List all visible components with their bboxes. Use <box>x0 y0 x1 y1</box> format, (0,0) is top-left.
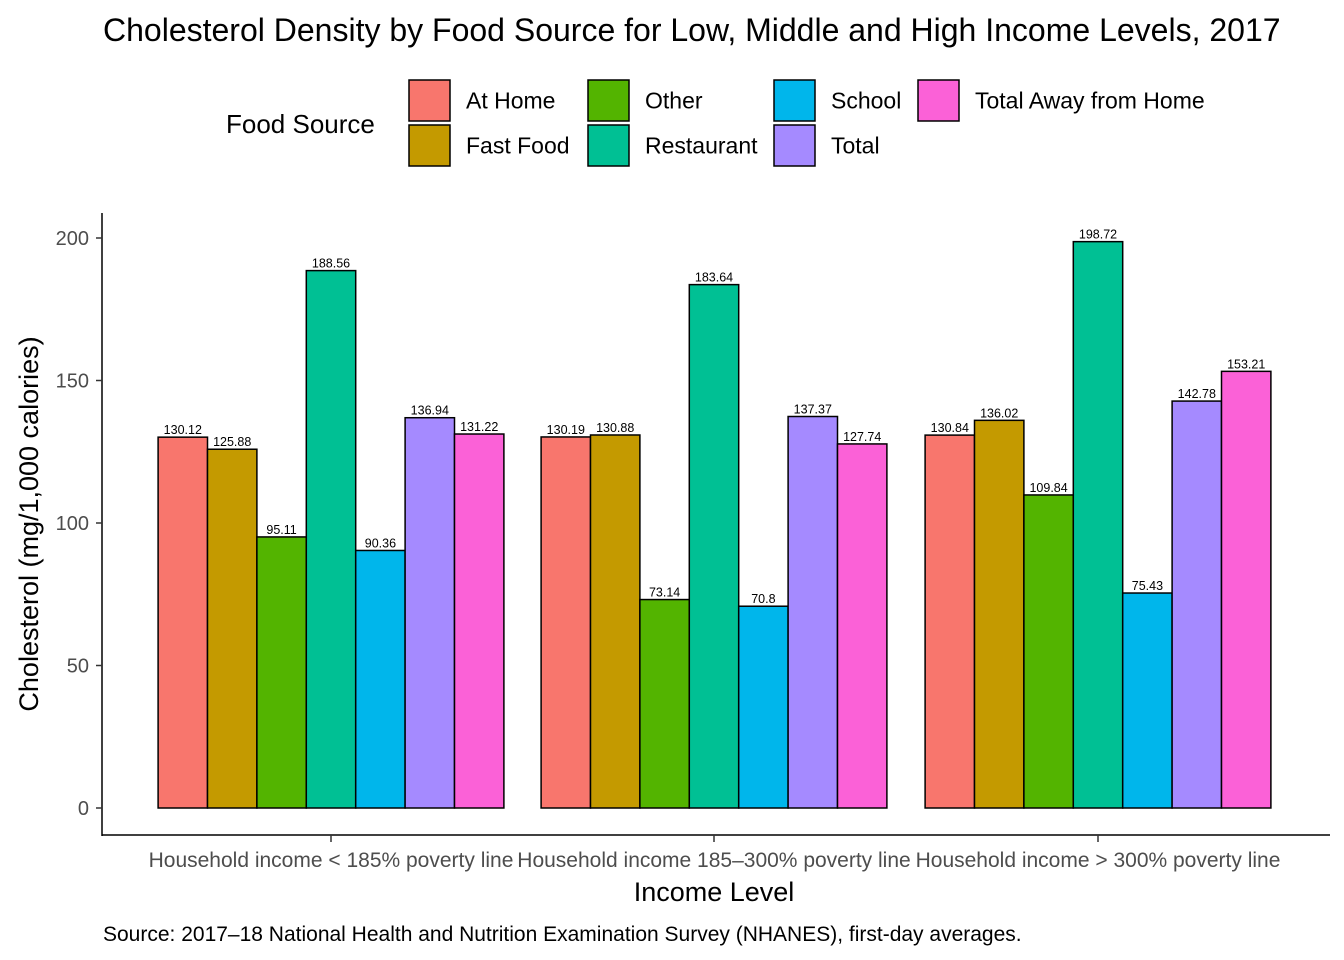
legend-label: Other <box>645 88 703 114</box>
legend-label: Fast Food <box>466 133 570 159</box>
legend-label: Restaurant <box>645 133 758 159</box>
data-labels: 130.12 125.88 95.11 188.56 90.36 136.94 131.22… <box>164 228 1266 607</box>
y-tick-label: 0 <box>78 798 89 820</box>
bar-other <box>1023 494 1075 809</box>
legend-key-school <box>773 79 816 122</box>
data-label: 142.78 <box>1178 387 1216 401</box>
bar-restaurant <box>1072 240 1124 809</box>
legend: At Home Fast Food Other Restaurant School Tot… <box>408 79 1205 167</box>
y-tick-label: 100 <box>56 513 89 535</box>
legend-label: At Home <box>466 88 555 114</box>
caption: Source: 2017–18 National Health and Nutr… <box>103 923 1022 946</box>
bar-at-home <box>157 436 209 809</box>
legend-label: Total Away from Home <box>975 88 1205 114</box>
data-label: 130.88 <box>596 421 634 435</box>
bar-other <box>639 598 691 809</box>
bar-school <box>737 605 789 809</box>
legend-key-fast-food <box>408 124 451 167</box>
data-label: 136.02 <box>980 406 1018 420</box>
data-label: 137.37 <box>794 402 832 416</box>
data-label: 75.43 <box>1132 579 1163 593</box>
y-tick-label: 200 <box>56 228 89 250</box>
data-label: 198.72 <box>1079 228 1117 242</box>
legend-key-at-home <box>408 79 451 122</box>
legend-key-restaurant <box>587 124 630 167</box>
bar-fast-food <box>206 448 258 809</box>
legend-key-other <box>587 79 630 122</box>
data-label: 125.88 <box>213 435 251 449</box>
data-label: 109.84 <box>1029 481 1067 495</box>
bar-total-away-from-home <box>836 443 888 809</box>
data-label: 131.22 <box>460 420 498 434</box>
x-axis-title: Income Level <box>634 877 795 907</box>
bar-restaurant <box>305 269 357 809</box>
legend-label: School <box>831 88 901 114</box>
legend-title: Food Source <box>226 109 375 139</box>
data-label: 188.56 <box>312 257 350 271</box>
x-tick-label: Household income < 185% poverty line <box>149 849 514 872</box>
x-tick-label: Household income 185–300% poverty line <box>517 849 910 872</box>
data-label: 95.11 <box>266 523 296 537</box>
axes <box>101 213 1330 836</box>
bar-total-away-from-home <box>453 433 505 809</box>
bars <box>157 240 1272 809</box>
bar-restaurant <box>688 283 740 809</box>
data-label: 73.14 <box>649 586 680 600</box>
bar-at-home <box>924 434 976 809</box>
data-label: 136.94 <box>411 404 449 418</box>
bar-fast-food <box>973 419 1025 809</box>
x-tick-label: Household income > 300% poverty line <box>916 849 1281 872</box>
legend-label: Total <box>831 133 880 159</box>
legend-key-total-away-from-home <box>917 79 960 122</box>
y-tick-label: 150 <box>56 371 89 393</box>
legend-key-total <box>773 124 816 167</box>
bar-total <box>787 415 839 809</box>
data-label: 70.8 <box>751 592 775 606</box>
bar-other <box>256 536 308 809</box>
bar-total-away-from-home <box>1220 370 1272 809</box>
bar-school <box>354 549 406 809</box>
data-label: 90.36 <box>365 536 396 550</box>
data-label: 130.84 <box>931 421 969 435</box>
data-label: 183.64 <box>695 271 733 285</box>
data-label: 130.12 <box>164 423 202 437</box>
bar-school <box>1121 592 1173 809</box>
chart-title: Cholesterol Density by Food Source for L… <box>103 12 1281 48</box>
data-label: 127.74 <box>843 430 881 444</box>
x-ticks: Household income < 185% poverty line Hous… <box>149 835 1281 872</box>
bar-at-home <box>540 436 592 809</box>
bar-total <box>404 416 456 809</box>
y-ticks: 0 50 100 150 200 <box>56 228 102 820</box>
y-axis-title: Cholesterol (mg/1,000 calories) <box>14 336 44 711</box>
data-label: 130.19 <box>547 423 585 437</box>
bar-total <box>1171 400 1223 809</box>
bar-fast-food <box>589 434 641 809</box>
y-tick-label: 50 <box>67 656 89 678</box>
data-label: 153.21 <box>1227 357 1265 371</box>
